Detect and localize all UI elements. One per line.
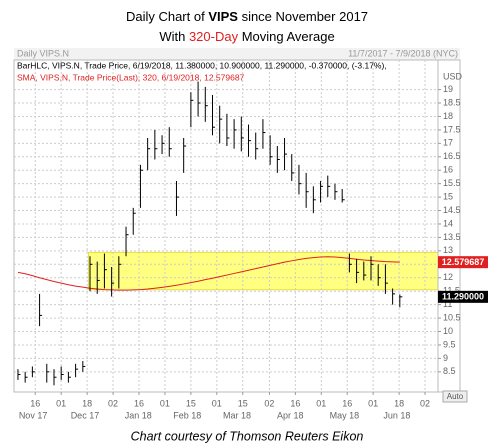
month-label: Jun 18 [383, 410, 410, 420]
price-tag-label: 11.290000 [442, 292, 484, 302]
x-tick-label: 02 [420, 398, 430, 408]
y-tick-label: 10.5 [443, 312, 461, 322]
x-tick-label: 01 [160, 398, 170, 408]
subtitle-part: Moving Average [238, 29, 335, 44]
subtitle-part: 320-Day [189, 29, 239, 44]
y-tick-label: 9 [443, 353, 448, 363]
chart-subtitle: With 320-Day Moving Average [159, 29, 334, 44]
x-tick-label: 18 [82, 398, 92, 408]
price-tag-label: 12.579687 [442, 257, 485, 267]
x-tick-label: 02 [108, 398, 118, 408]
y-tick-label: 11 [443, 299, 452, 309]
x-tick-label: 18 [394, 398, 404, 408]
y-tick-label: 18 [443, 111, 453, 121]
date-range: 11/7/2017 - 7/9/2018 (NYC) [348, 48, 458, 58]
highlight-band [88, 251, 439, 291]
y-tick-label: 12 [443, 272, 453, 282]
y-tick-label: 15.5 [443, 178, 461, 188]
y-tick-label: 11.5 [443, 286, 460, 296]
chart-title: Daily Chart of VIPS since November 2017 [126, 9, 368, 24]
y-tick-label: 13 [443, 245, 453, 255]
y-tick-label: 14 [443, 218, 453, 228]
month-label: Jan 18 [125, 410, 152, 420]
month-label: May 18 [330, 410, 360, 420]
caption: Chart courtesy of Thomson Reuters Eikon [131, 429, 364, 443]
legend-entry: SMA, VIPS.N, Trade Price(Last), 320, 6/1… [17, 72, 245, 82]
x-tick-label: 16 [134, 398, 144, 408]
x-tick-label: 16 [290, 398, 300, 408]
auto-button[interactable] [442, 390, 468, 403]
y-tick-label: 18.5 [443, 97, 461, 107]
x-tick-label: 01 [368, 398, 378, 408]
x-tick-label: 01 [212, 398, 222, 408]
title-part: Daily Chart of [126, 9, 208, 24]
month-label: Nov 17 [19, 410, 48, 420]
price-tag [438, 256, 488, 269]
auto-label: Auto [447, 392, 464, 401]
x-tick-label: 02 [264, 398, 274, 408]
x-tick-label: 15 [186, 398, 196, 408]
title-part: VIPS [208, 9, 238, 24]
y-tick-label: 14.5 [443, 205, 461, 215]
x-tick-label: 15 [238, 398, 248, 408]
price-tag [438, 290, 488, 303]
month-label: Mar 18 [223, 410, 251, 420]
month-label: Apr 18 [277, 410, 304, 420]
title-part: since November 2017 [238, 9, 368, 24]
y-tick-label: 9.5 [443, 339, 456, 349]
y-tick-label: 15 [443, 191, 453, 201]
plot [14, 60, 439, 392]
axis-unit: USD [443, 71, 463, 81]
panel-name: Daily VIPS.N [17, 48, 69, 58]
x-tick-label: 16 [30, 398, 40, 408]
sma-line [17, 256, 400, 291]
y-tick-label: 17 [443, 138, 453, 148]
y-tick-label: 16 [443, 165, 453, 175]
subtitle-part: With [159, 29, 189, 44]
x-tick-label: 01 [56, 398, 66, 408]
y-tick-label: 8.5 [443, 366, 456, 376]
month-label: Dec 17 [71, 410, 100, 420]
header-strip [14, 48, 460, 60]
y-tick-label: 16.5 [443, 151, 461, 161]
legend-entry: BarHLC, VIPS.N, Trade Price, 6/19/2018, … [17, 60, 387, 70]
month-label: Feb 18 [173, 410, 201, 420]
y-tick-label: 17.5 [443, 124, 461, 134]
x-tick-label: 16 [342, 398, 352, 408]
y-tick-label: 13.5 [443, 232, 461, 242]
x-tick-label: 01 [316, 398, 326, 408]
y-tick-label: 19 [443, 84, 453, 94]
y-tick-label: 10 [443, 326, 453, 336]
